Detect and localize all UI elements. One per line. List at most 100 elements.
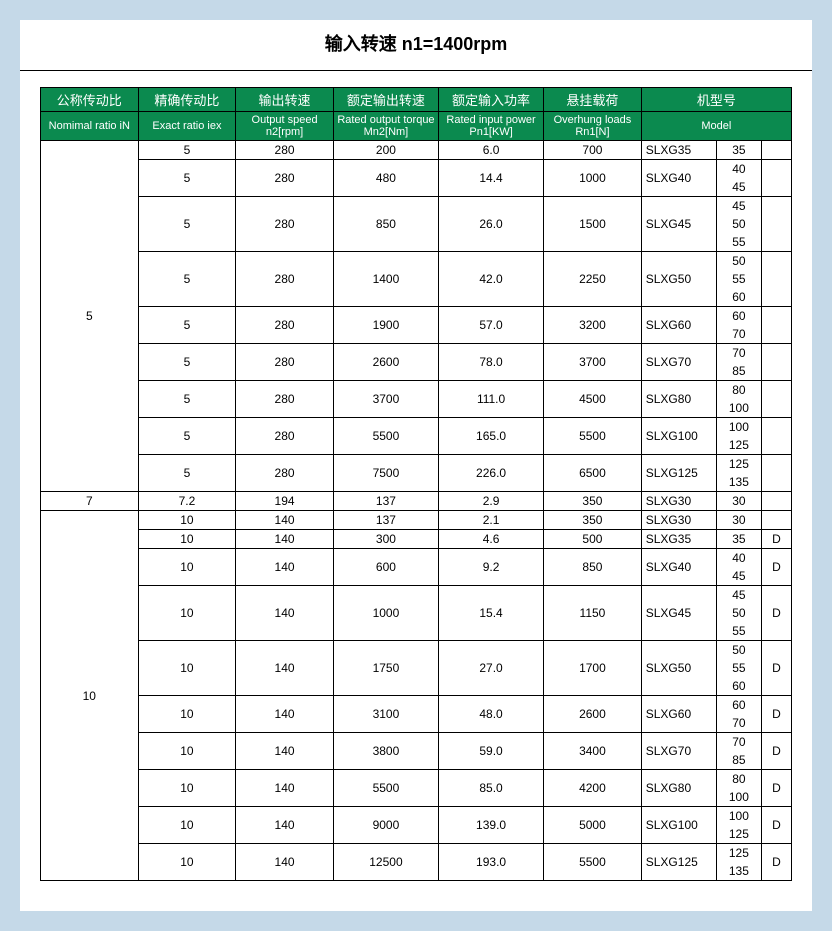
cell-output-speed: 140 xyxy=(236,549,334,586)
cell-model-num: 45 xyxy=(716,197,761,216)
cell-model-num: 50 xyxy=(716,604,761,622)
cell-model-d: D xyxy=(761,530,791,549)
table-row: 10140380059.03400SLXG7070D xyxy=(41,733,792,752)
cell-overhung-load: 4200 xyxy=(544,770,642,807)
cell-nominal-ratio: 10 xyxy=(41,511,139,881)
cell-model-num: 50 xyxy=(716,215,761,233)
cell-rated-power: 85.0 xyxy=(439,770,544,807)
cell-rated-power: 2.1 xyxy=(439,511,544,530)
cell-model-code: SLXG100 xyxy=(641,418,716,455)
header-en-5: Overhung loads Rn1[N] xyxy=(544,112,642,141)
cell-model-num: 45 xyxy=(716,178,761,197)
cell-model-code: SLXG45 xyxy=(641,586,716,641)
cell-output-speed: 280 xyxy=(236,344,334,381)
cell-exact-ratio: 5 xyxy=(138,344,236,381)
cell-model-code: SLXG40 xyxy=(641,160,716,197)
cell-overhung-load: 850 xyxy=(544,549,642,586)
cell-model-code: SLXG60 xyxy=(641,696,716,733)
cell-model-d xyxy=(761,307,791,344)
table-body: 552802006.0700SLXG3535528048014.41000SLX… xyxy=(41,141,792,881)
cell-overhung-load: 1150 xyxy=(544,586,642,641)
cell-model-num: 35 xyxy=(716,141,761,160)
cell-rated-power: 4.6 xyxy=(439,530,544,549)
cell-model-num: 60 xyxy=(716,307,761,326)
cell-model-num: 80 xyxy=(716,770,761,789)
cell-rated-torque: 3800 xyxy=(333,733,438,770)
cell-overhung-load: 6500 xyxy=(544,455,642,492)
cell-rated-power: 59.0 xyxy=(439,733,544,770)
cell-model-num: 55 xyxy=(716,270,761,288)
cell-exact-ratio: 5 xyxy=(138,418,236,455)
cell-overhung-load: 500 xyxy=(544,530,642,549)
cell-rated-torque: 1000 xyxy=(333,586,438,641)
cell-model-d xyxy=(761,492,791,511)
header-en-6: Model xyxy=(641,112,791,141)
cell-output-speed: 194 xyxy=(236,492,334,511)
cell-exact-ratio: 10 xyxy=(138,770,236,807)
cell-exact-ratio: 5 xyxy=(138,252,236,307)
cell-rated-power: 226.0 xyxy=(439,455,544,492)
cell-model-num: 55 xyxy=(716,659,761,677)
cell-model-code: SLXG80 xyxy=(641,381,716,418)
cell-exact-ratio: 5 xyxy=(138,141,236,160)
header-cn-4: 额定输入功率 xyxy=(439,88,544,112)
cell-rated-power: 6.0 xyxy=(439,141,544,160)
cell-model-num: 125 xyxy=(716,436,761,455)
cell-model-code: SLXG50 xyxy=(641,641,716,696)
cell-rated-power: 2.9 xyxy=(439,492,544,511)
cell-model-code: SLXG125 xyxy=(641,455,716,492)
cell-rated-power: 9.2 xyxy=(439,549,544,586)
header-en-4: Rated input power Pn1[KW] xyxy=(439,112,544,141)
cell-rated-torque: 600 xyxy=(333,549,438,586)
cell-model-code: SLXG30 xyxy=(641,492,716,511)
cell-exact-ratio: 10 xyxy=(138,549,236,586)
cell-rated-torque: 12500 xyxy=(333,844,438,881)
cell-exact-ratio: 10 xyxy=(138,511,236,530)
cell-rated-torque: 1400 xyxy=(333,252,438,307)
cell-output-speed: 140 xyxy=(236,807,334,844)
cell-rated-power: 42.0 xyxy=(439,252,544,307)
cell-overhung-load: 1500 xyxy=(544,197,642,252)
cell-model-num: 55 xyxy=(716,233,761,252)
cell-output-speed: 140 xyxy=(236,530,334,549)
cell-exact-ratio: 7.2 xyxy=(138,492,236,511)
cell-output-speed: 280 xyxy=(236,455,334,492)
cell-exact-ratio: 10 xyxy=(138,733,236,770)
table-row: 10140100015.41150SLXG4545D xyxy=(41,586,792,605)
cell-output-speed: 140 xyxy=(236,733,334,770)
cell-output-speed: 140 xyxy=(236,696,334,733)
table-row: 52807500226.06500SLXG125125 xyxy=(41,455,792,474)
cell-rated-power: 48.0 xyxy=(439,696,544,733)
cell-model-d xyxy=(761,141,791,160)
table-row: 1014012500193.05500SLXG125125D xyxy=(41,844,792,863)
cell-rated-power: 57.0 xyxy=(439,307,544,344)
cell-model-num: 70 xyxy=(716,714,761,733)
cell-output-speed: 280 xyxy=(236,418,334,455)
cell-rated-torque: 2600 xyxy=(333,344,438,381)
header-cn-3: 额定输出转速 xyxy=(333,88,438,112)
cell-rated-torque: 480 xyxy=(333,160,438,197)
table-row: 552802006.0700SLXG3535 xyxy=(41,141,792,160)
cell-nominal-ratio: 5 xyxy=(41,141,139,492)
cell-model-d xyxy=(761,160,791,197)
table-row: 10101401372.1350SLXG3030 xyxy=(41,511,792,530)
cell-rated-power: 78.0 xyxy=(439,344,544,381)
cell-model-num: 70 xyxy=(716,344,761,363)
cell-exact-ratio: 10 xyxy=(138,586,236,641)
cell-model-code: SLXG80 xyxy=(641,770,716,807)
table-row: 10140550085.04200SLXG8080D xyxy=(41,770,792,789)
table-row: 101406009.2850SLXG4040D xyxy=(41,549,792,568)
cell-model-num: 45 xyxy=(716,586,761,605)
cell-model-num: 125 xyxy=(716,825,761,844)
table-row: 528085026.01500SLXG4545 xyxy=(41,197,792,216)
cell-overhung-load: 700 xyxy=(544,141,642,160)
cell-model-d: D xyxy=(761,549,791,586)
cell-exact-ratio: 10 xyxy=(138,807,236,844)
cell-output-speed: 280 xyxy=(236,307,334,344)
cell-output-speed: 140 xyxy=(236,770,334,807)
cell-rated-power: 26.0 xyxy=(439,197,544,252)
cell-rated-power: 14.4 xyxy=(439,160,544,197)
cell-model-d: D xyxy=(761,770,791,807)
cell-overhung-load: 5000 xyxy=(544,807,642,844)
header-row-en: Nomimal ratio iNExact ratio iexOutput sp… xyxy=(41,112,792,141)
